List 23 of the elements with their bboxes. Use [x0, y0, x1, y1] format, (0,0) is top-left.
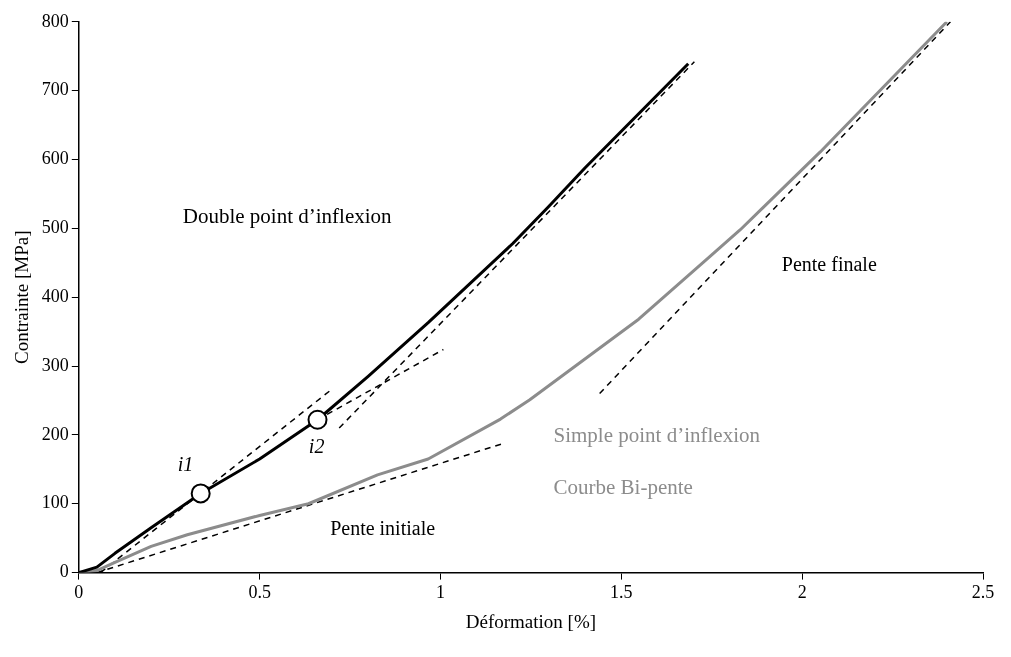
x-axis-title: Déformation [%]	[465, 610, 597, 632]
y-tick-label: 300	[41, 354, 69, 375]
y-tick-label: 0	[59, 561, 69, 582]
x-tick-label: 2	[797, 582, 807, 603]
x-tick-label: 1	[435, 582, 445, 603]
y-tick-label: 400	[41, 285, 69, 306]
x-tick-label: 0	[74, 582, 84, 603]
y-tick-label: 600	[41, 148, 69, 169]
y-tick-label: 700	[41, 79, 69, 100]
annotation: Pente initiale	[330, 516, 436, 539]
annotation: Pente finale	[781, 253, 877, 276]
y-tick-label: 800	[41, 10, 69, 31]
text: Simple point d’inflexion Courbe Bi-pente	[553, 423, 760, 499]
y-tick-label: 100	[41, 492, 69, 513]
x-tick-label: 2.5	[971, 582, 995, 603]
x-tick-label: 0.5	[248, 582, 271, 603]
y-tick-label: 200	[41, 423, 69, 444]
annotation: i2	[308, 434, 325, 457]
text: Double point d’inflexion	[182, 204, 393, 229]
x-tick-label: 1.5	[610, 582, 633, 603]
annotation: i1	[177, 452, 194, 475]
y-tick-label: 500	[41, 217, 69, 238]
y-axis-title: Contrainte [MPa]	[11, 230, 33, 364]
